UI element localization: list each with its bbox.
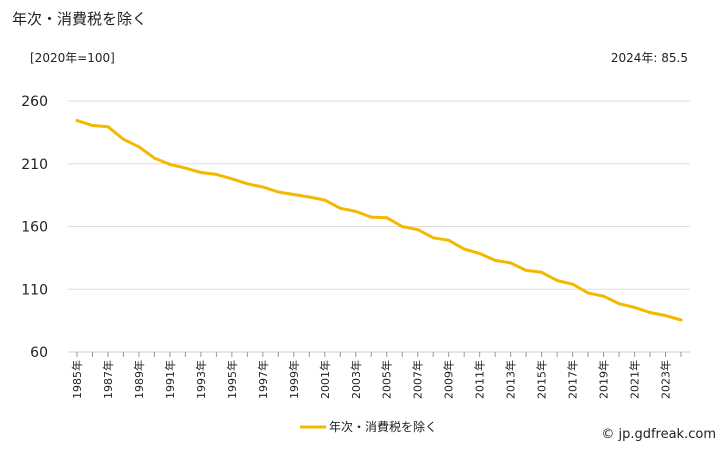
x-tick-label: 1991年: [163, 360, 177, 399]
data-point: [91, 124, 94, 127]
data-point: [633, 305, 636, 309]
data-point: [183, 166, 187, 170]
latest-value-label: 2024年: 85.5: [610, 51, 688, 65]
data-point: [400, 225, 404, 228]
x-axis: 1985年 1987年 1989年 1991年 1993年 1995年 1997年 1999年…: [70, 352, 682, 399]
x-tick-label: 2009年: [442, 360, 456, 399]
data-point: [679, 318, 683, 322]
y-tick-label: 160: [21, 220, 48, 236]
x-tick-label: 1993年: [194, 360, 208, 399]
data-point: [106, 125, 110, 129]
x-tick-label: 2003年: [349, 360, 363, 399]
x-tick-label: 1985年: [70, 360, 84, 399]
data-point: [230, 177, 234, 181]
x-tick-label: 2011年: [473, 360, 487, 399]
data-point: [168, 162, 172, 166]
data-point: [602, 294, 606, 298]
x-tick-label: 1989年: [132, 360, 146, 399]
x-tick-label: 2017年: [566, 360, 580, 399]
series-lines: [75, 119, 683, 322]
data-point: [447, 238, 451, 242]
data-point: [648, 311, 652, 314]
data-point: [385, 216, 389, 220]
data-point: [338, 206, 342, 210]
data-point: [261, 185, 265, 189]
legend: 年次・消費税を除く: [300, 419, 437, 434]
data-point: [586, 291, 590, 295]
data-point: [199, 171, 203, 174]
data-point: [276, 190, 280, 194]
data-point: [122, 137, 125, 141]
data-point: [354, 209, 358, 213]
x-tick-label: 1995年: [225, 360, 239, 399]
data-point: [524, 268, 528, 272]
data-point: [493, 258, 497, 262]
data-point: [462, 247, 466, 251]
data-point: [152, 156, 156, 160]
data-point: [509, 261, 513, 265]
data-point: [416, 228, 420, 232]
y-tick-label: 210: [21, 157, 48, 173]
unit-label: [2020年=100]: [30, 51, 115, 65]
x-tick-label: 2007年: [411, 360, 425, 399]
data-point: [571, 282, 575, 286]
data-point: [369, 215, 373, 219]
x-tick-label: 1999年: [287, 360, 301, 399]
data-point: [540, 270, 544, 274]
data-point: [431, 236, 435, 240]
data-point: [245, 182, 249, 186]
data-point: [617, 302, 621, 306]
y-axis-tick-labels: 60 110 160 210 260: [21, 94, 48, 361]
y-tick-label: 60: [30, 345, 48, 361]
x-tick-label: 2023年: [659, 360, 673, 399]
source-credit[interactable]: © jp.gdfreak.com: [601, 427, 716, 442]
x-tick-label: 2001年: [318, 360, 332, 399]
y-tick-label: 110: [21, 282, 48, 298]
data-point: [664, 314, 667, 318]
data-point: [323, 198, 327, 202]
y-tick-label: 260: [21, 94, 48, 110]
x-tick-label: 1987年: [101, 360, 115, 399]
grid-lines: [68, 100, 690, 353]
data-point: [75, 119, 79, 122]
data-point: [137, 145, 141, 149]
legend-label: 年次・消費税を除く: [329, 419, 437, 434]
x-tick-label: 2019年: [597, 360, 611, 399]
data-point: [555, 279, 559, 282]
x-tick-label: 2015年: [535, 360, 549, 399]
x-tick-label: 2013年: [504, 360, 518, 399]
series-line: [75, 119, 683, 322]
chart-title: 年次・消費税を除く: [12, 10, 148, 28]
x-tick-label: 2021年: [628, 360, 642, 399]
data-point: [307, 195, 311, 199]
x-tick-label: 1997年: [256, 360, 270, 399]
data-point: [478, 252, 482, 255]
x-tick-label: 2005年: [380, 360, 394, 399]
data-point: [292, 193, 296, 196]
data-point: [214, 172, 218, 176]
